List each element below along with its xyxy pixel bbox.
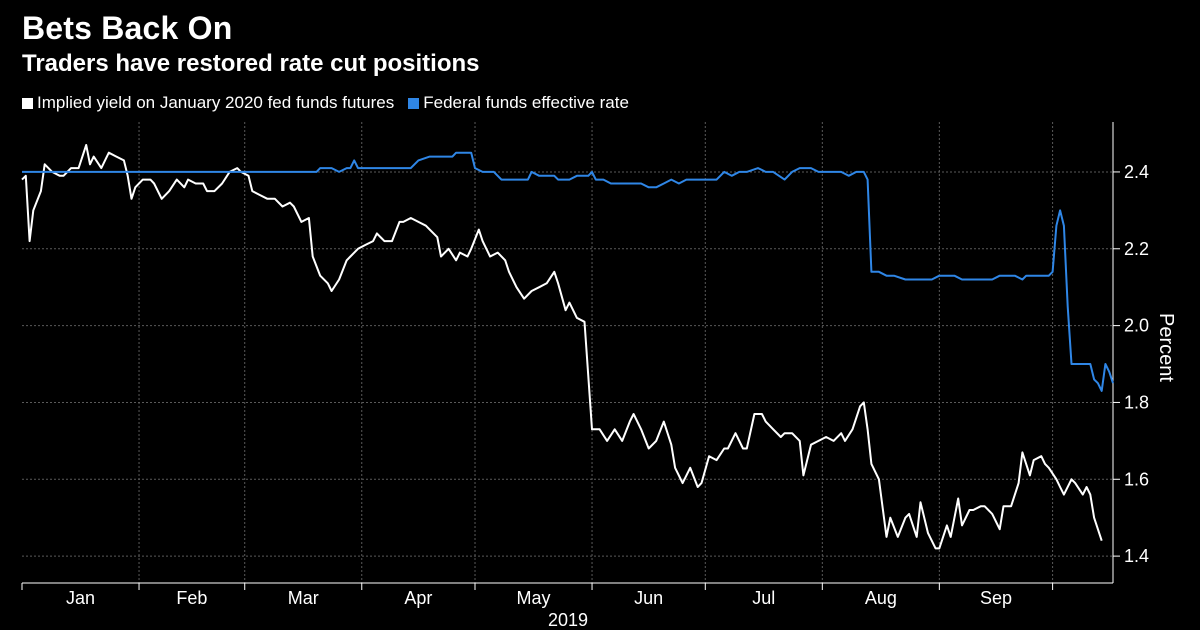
x-tick-label: Aug — [865, 588, 897, 608]
chart-title: Bets Back On — [22, 10, 233, 46]
x-tick-label: Feb — [176, 588, 207, 608]
legend-swatch-futures — [22, 97, 33, 109]
legend-item-fed-funds: Federal funds effective rate — [408, 93, 629, 113]
y-tick-label: 1.8 — [1124, 392, 1149, 412]
legend-label-futures: Implied yield on January 2020 fed funds … — [37, 93, 395, 112]
legend-swatch-fed-funds — [408, 97, 420, 109]
y-axis-title: Percent — [1155, 313, 1177, 382]
series-line-fed-funds — [22, 151, 1114, 392]
legend-item-futures: Implied yield on January 2020 fed funds … — [22, 93, 394, 113]
legend: Implied yield on January 2020 fed funds … — [22, 93, 643, 113]
x-tick-label: Jun — [634, 588, 663, 608]
axes — [21, 122, 1120, 590]
x-tick-label: Jul — [752, 588, 775, 608]
tick-labels: 1.4 1.6 1.8 2.0 2.2 2.4 Jan Feb Mar Apr May Jun Jul A… — [66, 162, 1177, 630]
y-tick-label: 2.4 — [1124, 162, 1149, 182]
x-tick-label: Apr — [404, 588, 432, 608]
legend-label-fed-funds: Federal funds effective rate — [423, 93, 629, 112]
x-tick-label: Mar — [288, 588, 319, 608]
x-axis-title: 2019 — [548, 610, 588, 630]
chart-subtitle: Traders have restored rate cut positions — [22, 50, 480, 77]
y-tick-label: 2.0 — [1124, 316, 1149, 336]
y-tick-label: 2.2 — [1124, 239, 1149, 259]
series-line-futures — [21, 144, 1103, 550]
series-lines — [21, 144, 1114, 550]
x-tick-label: Jan — [66, 588, 95, 608]
x-tick-label: May — [517, 588, 551, 608]
grid-lines — [22, 122, 1113, 583]
y-tick-label: 1.4 — [1124, 546, 1149, 566]
x-tick-label: Sep — [980, 588, 1012, 608]
y-tick-label: 1.6 — [1124, 469, 1149, 489]
